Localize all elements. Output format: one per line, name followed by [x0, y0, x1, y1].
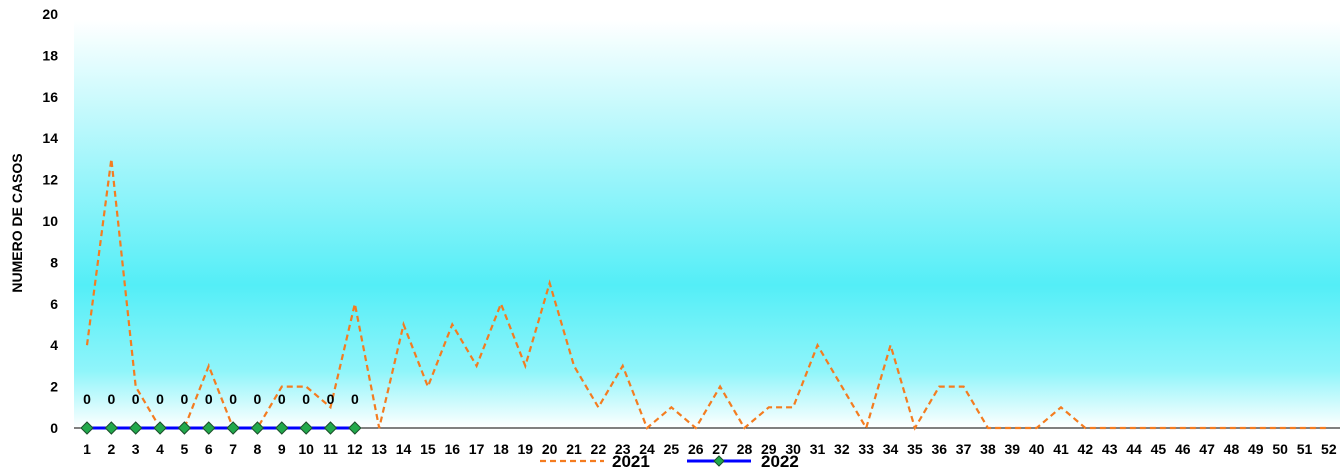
- data-label: 0: [254, 391, 262, 407]
- data-label: 0: [181, 391, 189, 407]
- x-tick-label: 4: [156, 441, 164, 457]
- x-tick-label: 47: [1199, 441, 1215, 457]
- x-tick-label: 19: [518, 441, 534, 457]
- x-tick-label: 37: [956, 441, 972, 457]
- x-tick-label: 44: [1126, 441, 1142, 457]
- data-label: 0: [302, 391, 310, 407]
- x-tick-label: 29: [761, 441, 777, 457]
- x-tick-label: 48: [1224, 441, 1240, 457]
- x-tick-label: 6: [205, 441, 213, 457]
- data-label: 0: [278, 391, 286, 407]
- x-tick-label: 41: [1053, 441, 1069, 457]
- y-axis-ticks: 0 2 4 6 8 10 12 14 16 18 20: [42, 6, 58, 436]
- x-tick-label: 8: [254, 441, 262, 457]
- y-tick-label: 18: [42, 47, 58, 63]
- x-tick-label: 40: [1029, 441, 1045, 457]
- x-tick-label: 39: [1005, 441, 1021, 457]
- y-tick-label: 20: [42, 6, 58, 22]
- legend-label-2022: 2022: [761, 452, 799, 470]
- x-tick-label: 42: [1078, 441, 1094, 457]
- series-point-2022: [323, 421, 338, 435]
- x-tick-label: 12: [347, 441, 363, 457]
- x-tick-label: 7: [229, 441, 237, 457]
- x-tick-label: 35: [907, 441, 923, 457]
- x-tick-label: 3: [132, 441, 140, 457]
- series-line-2021: [85, 158, 1329, 431]
- y-tick-label: 0: [50, 420, 58, 436]
- x-tick-label: 25: [664, 441, 680, 457]
- series-point-2022: [104, 421, 119, 435]
- x-tick-label: 32: [834, 441, 850, 457]
- y-tick-label: 14: [42, 130, 58, 146]
- x-tick-label: 52: [1321, 441, 1337, 457]
- series-point-2022: [177, 421, 192, 435]
- x-tick-label: 9: [278, 441, 286, 457]
- x-tick-label: 50: [1272, 441, 1288, 457]
- series-point-2022: [80, 421, 94, 435]
- x-tick-label: 51: [1297, 441, 1313, 457]
- x-tick-label: 20: [542, 441, 558, 457]
- series-point-2022: [128, 421, 143, 435]
- x-tick-label: 14: [396, 441, 412, 457]
- x-tick-label: 26: [688, 441, 704, 457]
- data-label: 0: [107, 391, 115, 407]
- x-tick-label: 11: [323, 441, 338, 457]
- series-point-2022: [226, 421, 240, 435]
- x-tick-label: 10: [298, 441, 314, 457]
- y-tick-label: 16: [42, 89, 58, 105]
- x-tick-label: 15: [420, 441, 436, 457]
- series-point-2022: [202, 421, 216, 435]
- data-label: 0: [132, 391, 140, 407]
- series-point-2022: [250, 421, 265, 435]
- series-point-2022: [348, 421, 362, 435]
- x-tick-label: 18: [493, 441, 509, 457]
- data-label: 0: [229, 391, 237, 407]
- x-tick-label: 1: [83, 441, 91, 457]
- x-tick-label: 33: [858, 441, 874, 457]
- data-label: 0: [205, 391, 213, 407]
- data-label: 0: [327, 391, 335, 407]
- x-tick-label: 16: [444, 441, 460, 457]
- y-tick-label: 2: [50, 379, 58, 395]
- plot-background: [74, 20, 1340, 428]
- data-label: 0: [156, 391, 164, 407]
- x-tick-label: 30: [785, 441, 801, 457]
- x-tick-label: 27: [712, 441, 728, 457]
- x-tick-label: 23: [615, 441, 631, 457]
- data-label: 0: [83, 391, 91, 407]
- x-tick-label: 43: [1102, 441, 1118, 457]
- x-tick-label: 13: [371, 441, 387, 457]
- x-tick-label: 28: [737, 441, 753, 457]
- x-tick-label: 38: [980, 441, 996, 457]
- y-tick-label: 4: [50, 337, 58, 353]
- x-axis-ticks: 1 2 3 4 5 6 7 8 9 10 11 12 13 14 15 16 17 18 19 20 21 22 23 24 2…: [83, 441, 1337, 457]
- series-point-2022: [275, 421, 289, 435]
- x-tick-label: 31: [810, 441, 826, 457]
- x-tick-label: 2: [107, 441, 115, 457]
- series-point-2022: [153, 421, 167, 435]
- x-tick-label: 45: [1151, 441, 1167, 457]
- x-tick-label: 5: [181, 441, 189, 457]
- series-point-2022: [299, 421, 313, 435]
- legend: 2021 2022: [540, 452, 799, 470]
- x-tick-label: 17: [469, 441, 485, 457]
- x-tick-label: 49: [1248, 441, 1264, 457]
- y-tick-label: 10: [42, 213, 58, 229]
- x-tick-label: 34: [883, 441, 899, 457]
- legend-label-2021: 2021: [612, 452, 650, 470]
- y-tick-label: 8: [50, 254, 58, 270]
- x-tick-label: 22: [591, 441, 607, 457]
- y-axis-title: NUMERO DE CASOS: [9, 153, 25, 292]
- x-tick-label: 21: [566, 441, 582, 457]
- data-label: 0: [351, 391, 359, 407]
- legend-marker-2022: [713, 455, 725, 467]
- x-tick-label: 36: [931, 441, 947, 457]
- y-tick-label: 6: [50, 296, 58, 312]
- series-group: [80, 158, 1329, 435]
- x-tick-label: 24: [639, 441, 655, 457]
- x-tick-label: 46: [1175, 441, 1191, 457]
- y-tick-label: 12: [42, 172, 58, 188]
